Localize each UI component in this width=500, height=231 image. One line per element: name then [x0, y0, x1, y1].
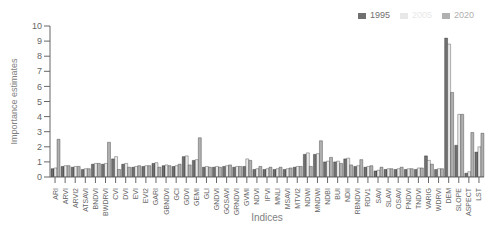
svg-text:GVMI: GVMI — [243, 188, 250, 206]
svg-text:10: 10 — [32, 21, 42, 31]
svg-text:BWDRVI: BWDRVI — [102, 188, 109, 216]
svg-text:GNDVI: GNDVI — [213, 188, 220, 210]
svg-text:NDVI: NDVI — [253, 188, 260, 205]
svg-text:Importance estimates: Importance estimates — [9, 58, 19, 145]
svg-text:ARVI: ARVI — [62, 188, 69, 204]
svg-text:9: 9 — [37, 36, 42, 46]
svg-text:DEM: DEM — [445, 188, 452, 204]
svg-text:GCI: GCI — [173, 188, 180, 201]
svg-text:ATSAVI: ATSAVI — [82, 188, 89, 212]
svg-text:GDVI: GDVI — [183, 188, 190, 205]
svg-text:MTVI2: MTVI2 — [294, 188, 301, 209]
svg-text:NDWI: NDWI — [304, 188, 311, 207]
svg-text:BUI: BUI — [334, 188, 341, 200]
html-text:2005: 2005 — [411, 10, 432, 20]
svg-text:MSAVI: MSAVI — [284, 188, 291, 209]
svg-text:SLAVI: SLAVI — [385, 188, 392, 207]
svg-text:ARVI2: ARVI2 — [72, 188, 79, 208]
svg-text:6: 6 — [37, 82, 42, 92]
svg-text:ARI: ARI — [52, 188, 59, 200]
svg-text:BNDVI: BNDVI — [92, 188, 99, 209]
svg-text:7: 7 — [37, 66, 42, 76]
svg-text:MNDWI: MNDWI — [314, 188, 321, 213]
html-text:2020: 2020 — [454, 10, 474, 20]
svg-text:LST: LST — [475, 187, 482, 201]
svg-text:RBNDVI: RBNDVI — [354, 188, 361, 215]
svg-text:5: 5 — [37, 97, 42, 107]
svg-text:Indices: Indices — [251, 212, 283, 223]
svg-text:8: 8 — [37, 51, 42, 61]
svg-text:DVI: DVI — [122, 188, 129, 200]
svg-text:SLOPE: SLOPE — [455, 188, 462, 212]
svg-text:RDV1: RDV1 — [364, 188, 371, 207]
svg-text:2: 2 — [37, 142, 42, 152]
svg-text:1: 1 — [37, 157, 42, 167]
svg-text:IPVI: IPVI — [264, 188, 271, 201]
svg-text:PNDVI: PNDVI — [405, 188, 412, 209]
svg-text:SAVI: SAVI — [375, 188, 382, 203]
svg-text:WDRVI: WDRVI — [435, 188, 442, 211]
svg-text:OSAVI: OSAVI — [395, 188, 402, 209]
svg-text:CVI: CVI — [112, 188, 119, 200]
svg-text:3: 3 — [37, 127, 42, 137]
svg-text:MNLI: MNLI — [274, 188, 281, 205]
svg-text:GARI: GARI — [152, 188, 159, 205]
svg-text:NDBI: NDBI — [324, 188, 331, 205]
svg-text:EVI: EVI — [132, 188, 139, 199]
svg-text:ASPECT: ASPECT — [465, 187, 472, 216]
svg-text:GOSAVI: GOSAVI — [223, 188, 230, 214]
svg-text:4: 4 — [37, 112, 42, 122]
svg-text:EVI2: EVI2 — [142, 188, 149, 203]
html-text:1995: 1995 — [369, 10, 390, 20]
svg-text:VARIG: VARIG — [425, 188, 432, 209]
svg-text:NDII: NDII — [344, 188, 351, 202]
svg-text:GLI: GLI — [203, 188, 210, 199]
svg-text:0: 0 — [37, 172, 42, 182]
svg-text:GRNDVI: GRNDVI — [233, 188, 240, 215]
svg-text:TNDVI: TNDVI — [415, 188, 422, 209]
svg-text:GEMI: GEMI — [193, 188, 200, 206]
svg-text:GBNDVI: GBNDVI — [163, 188, 170, 215]
